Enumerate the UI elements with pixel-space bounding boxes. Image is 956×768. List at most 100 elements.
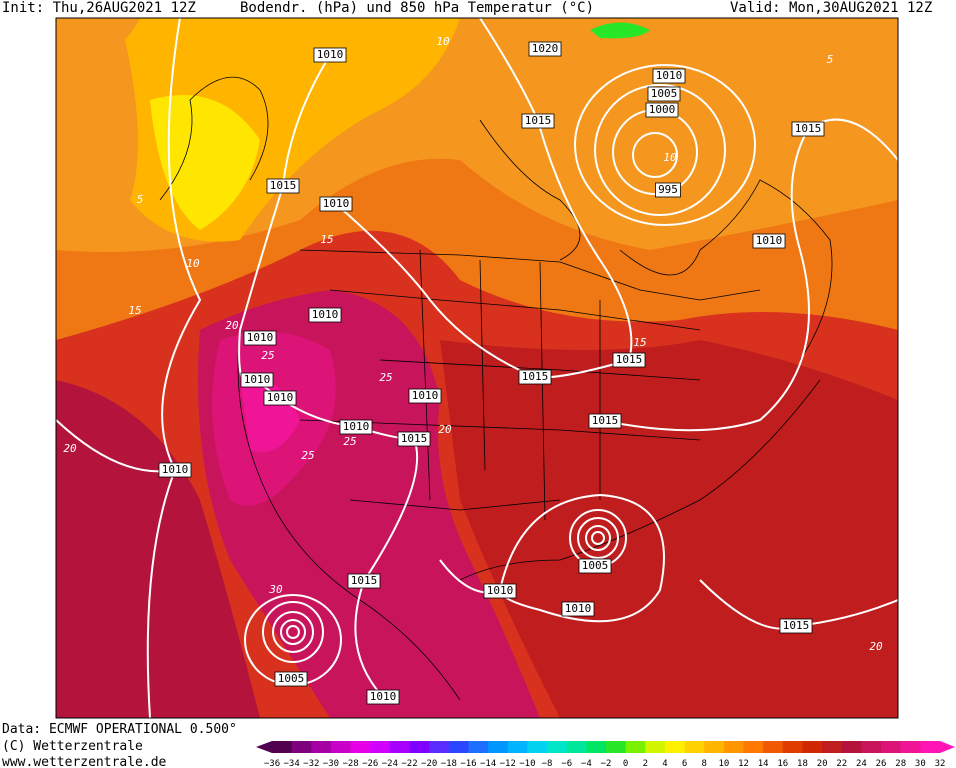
colorbar-label: 12 <box>738 759 749 768</box>
isotherm-label: 20 <box>869 640 883 653</box>
colorbar-label: −16 <box>460 759 476 768</box>
colorbar-label: 6 <box>682 759 687 768</box>
colorbar-label: −32 <box>303 759 319 768</box>
isobar-label: 1010 <box>656 69 683 82</box>
isobar-label-box <box>645 102 679 118</box>
colorbar-swatch <box>802 741 823 753</box>
isobar-labels: 1010 102010101005100010151015995101510101… <box>158 41 825 705</box>
colorbar-swatch <box>488 741 509 753</box>
colorbar-label: −6 <box>561 759 572 768</box>
isobar-line <box>262 601 324 663</box>
isobar-line <box>146 18 202 718</box>
coastline <box>479 119 833 361</box>
colorbar-label: −24 <box>382 759 398 768</box>
isobar-label: 1020 <box>532 42 559 55</box>
isotherm-label: 25 <box>343 435 356 448</box>
colorbar-label: 24 <box>856 759 867 768</box>
isobar-label: 1015 <box>270 179 297 192</box>
isotherm-label: 10 <box>186 257 200 270</box>
isotherm-label: 20 <box>438 423 452 436</box>
cold-region <box>150 95 260 230</box>
isobar-label: 1015 <box>783 619 810 632</box>
colorbar-label: −8 <box>542 759 553 768</box>
isotherm-label: 10 <box>663 151 677 164</box>
colorbar-label: 22 <box>836 759 847 768</box>
isobar-label: 1010 <box>247 331 274 344</box>
isobar-label: 1010 <box>370 690 397 703</box>
isobar-label-box <box>274 671 308 687</box>
isobar-label-box <box>518 369 552 385</box>
colorbar-swatch <box>881 741 902 753</box>
colorbar-swatch <box>429 741 450 753</box>
colorbar-swatch <box>763 741 784 753</box>
isobar-label: 1010 <box>756 234 783 247</box>
isobar-label-box <box>243 330 277 346</box>
isobar-label-box <box>347 573 381 589</box>
colorbar-swatch <box>566 741 587 753</box>
isotherm-label: 20 <box>225 319 239 332</box>
isotherm-label: 15 <box>320 233 333 246</box>
isobar-line <box>594 84 726 216</box>
colorbar-label: 0 <box>623 759 628 768</box>
isobar-label: 1010 <box>487 584 514 597</box>
isobar-label-box <box>263 390 297 406</box>
isobar-label: 1010 <box>343 420 370 433</box>
colorbar-swatch <box>664 741 686 753</box>
colorbar-swatch <box>330 741 352 753</box>
border <box>299 249 761 301</box>
website: www.wetterzentrale.de <box>2 755 167 768</box>
colorbar-label: 8 <box>702 759 707 768</box>
colorbar-label: −26 <box>362 759 378 768</box>
isobar-label-box <box>791 121 825 137</box>
isobar-label: 1010 <box>162 463 189 476</box>
isobar-label: 1005 <box>651 87 678 100</box>
isobar-label-box <box>528 41 562 57</box>
isobar-line <box>574 64 756 226</box>
isobar-line <box>272 611 314 653</box>
colorbar-label: 18 <box>797 759 808 768</box>
colorbar-swatch <box>625 741 646 753</box>
colorbar-label: 2 <box>643 759 648 768</box>
isotherm-label: 15 <box>633 336 646 349</box>
valid-label: Valid: Mon,30AUG2021 12Z <box>730 0 932 16</box>
colorbar-label: 10 <box>718 759 729 768</box>
isobar-label-box <box>647 86 681 102</box>
colorbar-label: −22 <box>401 759 417 768</box>
colorbar-swatch <box>311 741 332 753</box>
colorbar-arrow <box>940 741 955 753</box>
colorbar-swatch <box>409 741 430 753</box>
map <box>56 18 898 718</box>
colorbar-swatch <box>370 741 391 753</box>
colorbar-swatch <box>507 741 528 753</box>
colorbar-label: −14 <box>480 759 496 768</box>
map-frame <box>55 17 899 719</box>
isotherm-label: 5 <box>137 193 144 206</box>
colorbar-swatch <box>527 741 548 753</box>
colorbar-swatch <box>586 741 607 753</box>
coastline <box>237 329 821 701</box>
colorbar-label: −20 <box>421 759 437 768</box>
isotherm-label: 25 <box>379 371 392 384</box>
isobar-label-box <box>612 352 646 368</box>
colorbar-swatch <box>743 741 764 753</box>
isobar-label-box <box>319 196 353 212</box>
isobar-line <box>585 525 611 551</box>
isobar-label-box <box>588 413 622 429</box>
colorbar-label: 28 <box>895 759 906 768</box>
isobar-label-box <box>158 462 192 478</box>
colorbar-swatch <box>468 741 489 753</box>
colorbar-label: 30 <box>915 759 926 768</box>
isobar-line <box>632 132 678 178</box>
isotherm-label: 15 <box>128 304 141 317</box>
colorbar-swatch <box>272 741 293 753</box>
colorbar-swatch <box>782 741 803 753</box>
isobar-label-box <box>240 372 274 388</box>
colorbar-swatch <box>723 741 745 753</box>
colorbar-label: −18 <box>441 759 457 768</box>
hot-region <box>56 380 260 718</box>
isobar-label: 1015 <box>592 414 619 427</box>
colorbar-swatch <box>448 741 469 753</box>
isobar-label-box <box>339 419 373 435</box>
